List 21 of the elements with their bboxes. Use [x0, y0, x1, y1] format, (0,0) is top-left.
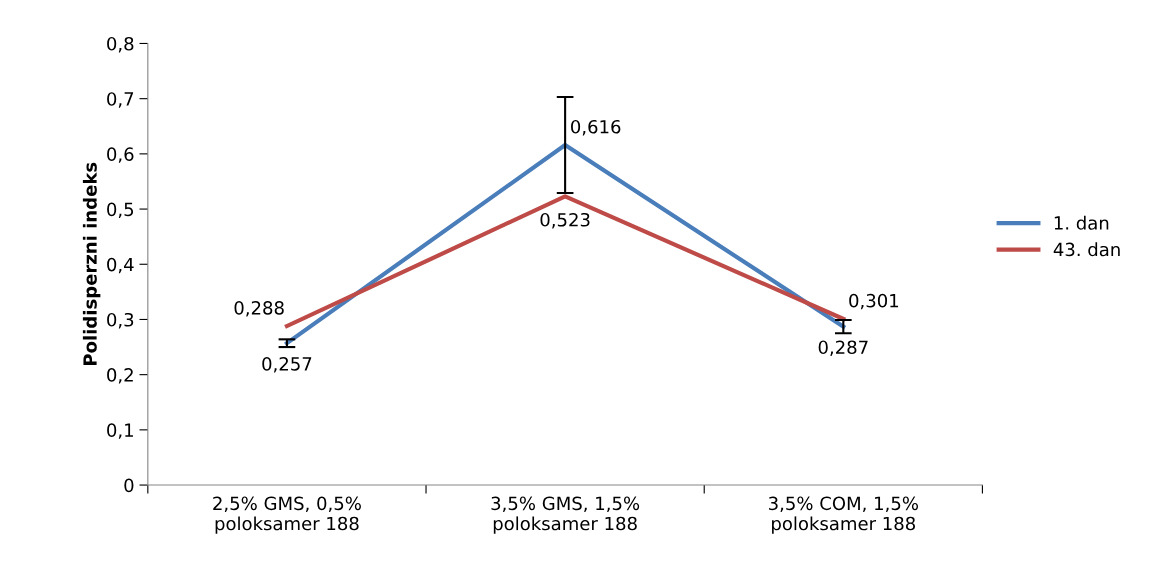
- data-label: 0,616: [571, 119, 621, 136]
- data-label: 0,257: [262, 357, 312, 373]
- y-tick-label: 0,8: [107, 36, 134, 53]
- y-tick-label: 0,1: [107, 423, 133, 439]
- data-label: 0,523: [540, 212, 590, 229]
- y-tick-label: 0,2: [107, 368, 133, 384]
- y-axis-title: Polidisperzni indeks: [82, 162, 101, 365]
- y-tick-label: 0,7: [107, 92, 134, 108]
- x-tick-label: 2,5% GMS, 0,5% poloksamer 188: [213, 496, 361, 534]
- x-tick-label: 3,5% GMS, 1,5% poloksamer 188: [491, 496, 640, 534]
- data-label: 0,287: [818, 340, 868, 356]
- y-tick-label: 0,5: [107, 202, 134, 219]
- legend-label: 43. dan: [1053, 242, 1120, 257]
- y-tick-label: 0,3: [107, 312, 134, 329]
- data-label: 0,301: [849, 293, 899, 310]
- legend-label: 1. dan: [1054, 215, 1109, 230]
- y-tick-label: 0: [124, 478, 134, 493]
- y-tick-label: 0,4: [107, 257, 134, 274]
- data-label: 0,288: [234, 301, 284, 317]
- x-tick-label: 3,5% COM, 1,5% poloksamer 188: [769, 496, 918, 534]
- y-tick-label: 0,6: [107, 147, 134, 163]
